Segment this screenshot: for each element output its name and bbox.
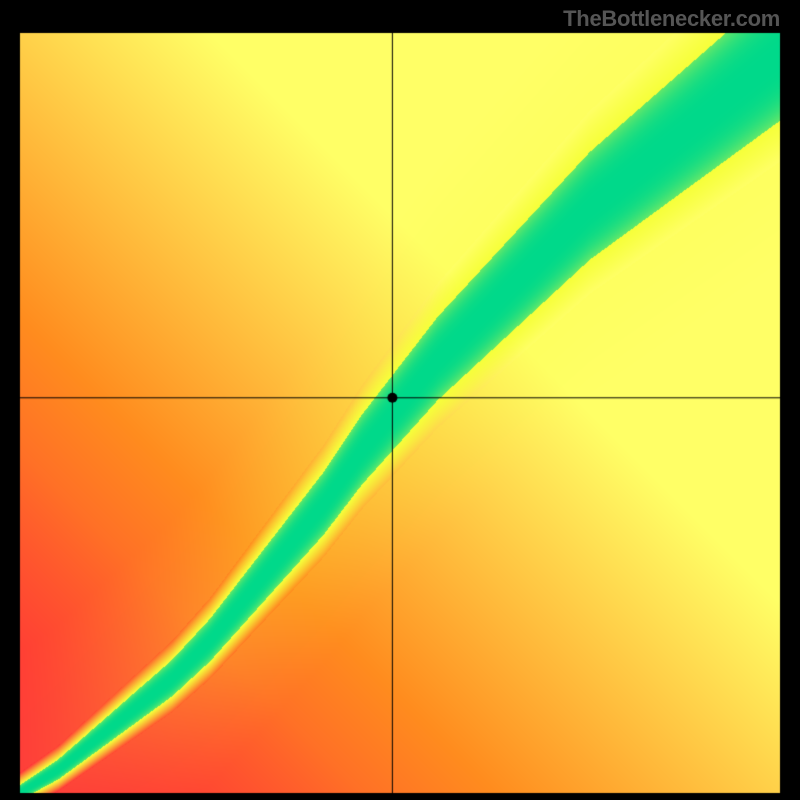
chart-container: TheBottlenecker.com xyxy=(0,0,800,800)
heatmap-canvas xyxy=(0,0,800,800)
attribution-label: TheBottlenecker.com xyxy=(563,6,780,32)
